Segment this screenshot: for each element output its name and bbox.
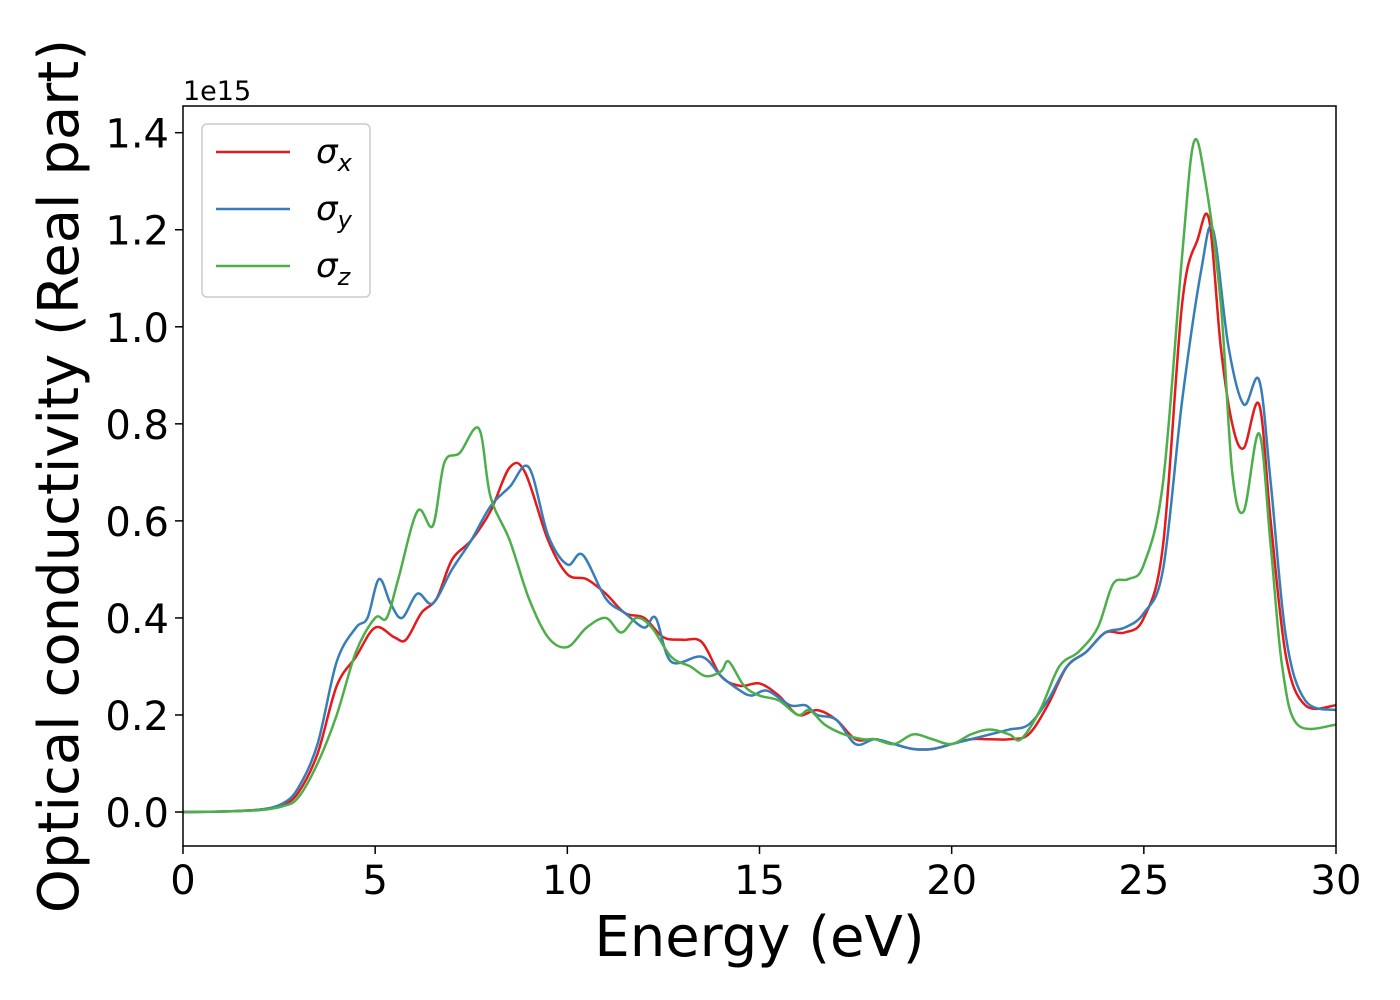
legend-label-y: σy: [316, 189, 353, 234]
y-tick-label: 1.2: [105, 209, 169, 255]
legend-box: [201, 123, 371, 298]
y-axis-label: Optical conductivity (Real part): [27, 39, 92, 913]
y-tick-label: 1.4: [105, 112, 169, 158]
plot-area-background: [183, 106, 1336, 846]
legend: σx σy σz: [201, 123, 371, 298]
y-tick-label: 0.6: [105, 500, 169, 546]
x-axis: 0 5 10 15 20 25 30: [170, 846, 1361, 904]
x-tick-label: 20: [926, 858, 977, 904]
y-tick-label: 0.4: [105, 597, 169, 643]
x-tick-label: 5: [362, 858, 387, 904]
x-tick-label: 10: [542, 858, 593, 904]
series-line-x: [183, 212, 1336, 814]
x-tick-label: 30: [1311, 858, 1362, 904]
y-tick-label: 0.2: [105, 694, 169, 740]
y-tick-label: 1.0: [105, 306, 169, 352]
series-line-y: [183, 224, 1336, 814]
y-axis: 0.0 0.2 0.4 0.6 0.8 1.0 1.2 1.4: [105, 112, 183, 837]
series-layer: [183, 138, 1336, 814]
series-line-z: [183, 138, 1336, 814]
y-tick-label: 0.0: [105, 791, 169, 837]
x-tick-label: 0: [170, 858, 195, 904]
x-tick-label: 15: [734, 858, 785, 904]
legend-label-z: σz: [316, 246, 352, 291]
x-tick-label: 25: [1118, 858, 1169, 904]
x-axis-label: Energy (eV): [594, 905, 924, 970]
legend-label-x: σx: [316, 132, 353, 177]
y-offset-label: 1e15: [183, 76, 251, 107]
y-tick-label: 0.8: [105, 403, 169, 449]
